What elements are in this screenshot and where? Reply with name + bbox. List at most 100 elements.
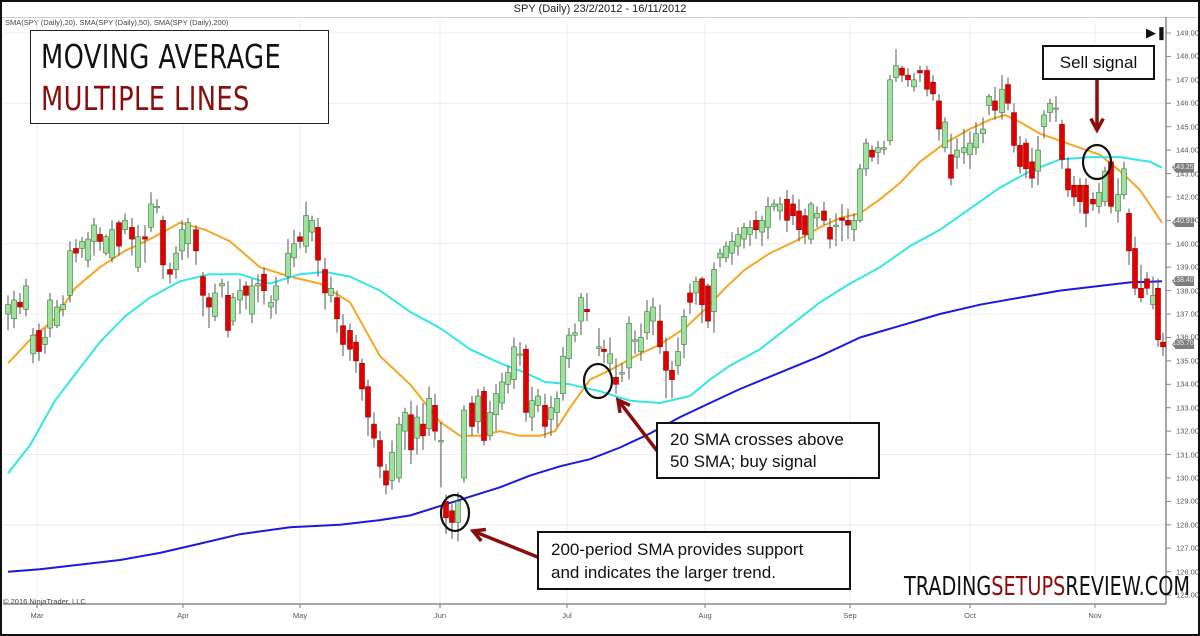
candle [426, 386, 432, 436]
candle [548, 396, 554, 436]
candle [249, 278, 255, 324]
candle [784, 189, 790, 233]
candle [851, 213, 857, 242]
candle [572, 323, 578, 343]
price-tick-label: 138.00 [1176, 286, 1199, 296]
skip-to-end-icon[interactable]: ▶❚ [1146, 25, 1167, 40]
candle [523, 344, 529, 422]
sell-signal-callout: Sell signal [1042, 45, 1155, 80]
month-tick-label: Nov [1088, 611, 1102, 620]
candle [148, 192, 154, 233]
candle [1071, 175, 1077, 207]
candle [753, 210, 759, 240]
candle [1083, 178, 1089, 228]
candle [237, 278, 243, 315]
candle [122, 213, 128, 235]
candle [285, 239, 291, 284]
candle [887, 75, 893, 146]
candle [1065, 157, 1071, 197]
signal-markers [439, 80, 1113, 560]
candle [309, 215, 315, 242]
candle [808, 201, 814, 244]
candle [1138, 264, 1144, 303]
brand-part-3: REVIEW.COM [1065, 572, 1190, 602]
candle [481, 386, 487, 446]
candle [863, 138, 869, 176]
candle [47, 292, 53, 338]
price-tick-label: 127.00 [1176, 543, 1199, 553]
candle [626, 316, 632, 380]
candle [948, 133, 954, 186]
candle [109, 220, 115, 263]
sell-cross-circle [1081, 143, 1113, 181]
candle [129, 218, 135, 256]
candlesticks [5, 49, 1166, 542]
sell-arrow [1089, 80, 1105, 134]
candle [729, 232, 735, 265]
candle [693, 276, 699, 305]
candle [857, 164, 863, 223]
candle [759, 215, 765, 247]
buy-signal-callout: 20 SMA crosses above 50 SMA; buy signal [656, 422, 880, 479]
candle [980, 117, 986, 144]
candle [60, 295, 66, 317]
candle [613, 358, 619, 394]
candle [1041, 110, 1047, 139]
month-tick-label: Apr [177, 611, 189, 620]
candle [596, 328, 602, 357]
title-line-1: MOVING AVERAGE [41, 37, 282, 76]
candle [790, 194, 796, 226]
candle [1053, 96, 1059, 122]
sma-lines [7, 114, 1163, 573]
candle [167, 262, 173, 284]
candle [584, 292, 590, 322]
price-tick-label: 130.00 [1176, 473, 1199, 483]
candle [554, 391, 560, 427]
candle [42, 328, 48, 354]
candle [396, 417, 402, 483]
candle [1077, 178, 1083, 214]
candle [961, 129, 967, 165]
price-tick-label: 131.00 [1176, 450, 1199, 460]
price-tick-label: 146.00 [1176, 98, 1199, 108]
candle [438, 421, 444, 488]
indicator-label: SMA(SPY (Daily),20), SMA(SPY (Daily),50)… [5, 18, 229, 27]
candle [899, 65, 905, 83]
candle [475, 388, 481, 434]
candle [291, 229, 297, 268]
candle [1029, 147, 1035, 188]
candle [1011, 103, 1017, 153]
candle [91, 218, 97, 256]
sma200-line [7, 280, 1163, 573]
candle [827, 218, 833, 249]
price-tick-label: 142.00 [1176, 192, 1199, 202]
candle [173, 246, 179, 279]
candle [255, 274, 261, 303]
candle [669, 360, 675, 399]
last-price-flag: 138.40 [1172, 276, 1194, 287]
candle [1035, 136, 1041, 186]
candle [179, 220, 185, 261]
candle [469, 396, 475, 436]
candle [632, 330, 638, 354]
candle [389, 440, 395, 490]
sma50-line [7, 156, 1163, 474]
last-price-flag: 135.70 [1172, 339, 1194, 350]
candle [986, 93, 992, 115]
candle [821, 201, 827, 226]
candle [297, 232, 303, 249]
candle [893, 49, 899, 83]
candle [353, 335, 359, 373]
price-tick-label: 145.00 [1176, 122, 1199, 132]
candle [924, 65, 930, 97]
candle [529, 386, 535, 432]
sma20-line [7, 114, 1163, 437]
price-tick-label: 137.00 [1176, 309, 1199, 319]
price-tick-label: 144.00 [1176, 145, 1199, 155]
candle [79, 236, 85, 258]
month-tick-label: Aug [698, 611, 712, 620]
candle [833, 213, 839, 247]
candle [578, 292, 584, 336]
candle [917, 65, 923, 83]
